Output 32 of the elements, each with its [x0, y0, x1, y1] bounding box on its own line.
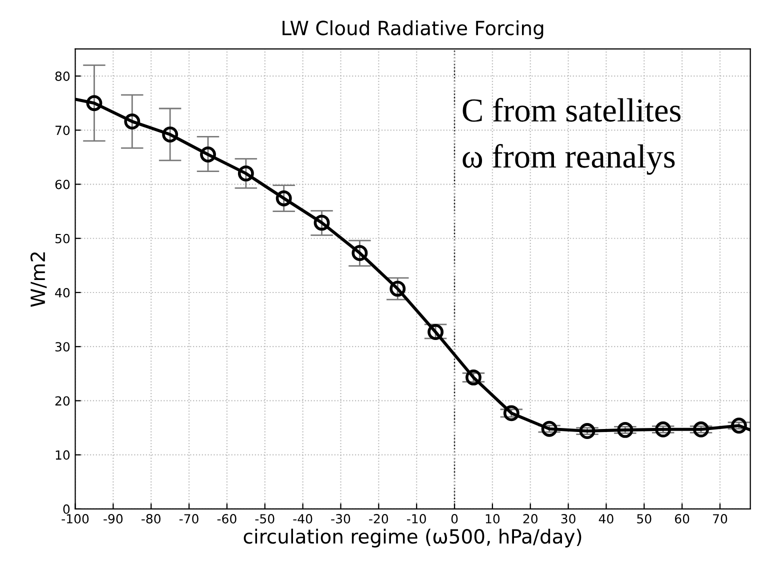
x-tick-label: -70: [179, 514, 198, 524]
x-tick-label: 10: [486, 514, 500, 524]
x-tick-label: 40: [598, 514, 614, 524]
y-tick-label: 60: [55, 180, 70, 190]
y-tick-label: 0: [63, 504, 70, 514]
x-tick-label: -40: [293, 514, 312, 524]
x-tick-label: -100: [62, 514, 89, 524]
x-tick-label: 20: [523, 514, 538, 524]
x-tick-label: 30: [561, 514, 576, 524]
x-axis-title: circulation regime (ω500, hPa/day): [244, 528, 582, 548]
y-tick-label: 70: [56, 126, 70, 136]
x-tick-label: -30: [331, 514, 350, 524]
y-tick-label: 50: [55, 234, 70, 244]
x-tick-label: 50: [637, 514, 652, 524]
y-tick-label: 30: [55, 342, 70, 352]
y-tick-label: 20: [55, 396, 70, 406]
x-tick-label: -60: [217, 514, 236, 524]
annotation: ω from reanalys: [462, 144, 675, 175]
x-tick-label: -10: [406, 514, 426, 524]
x-tick-label: -90: [104, 514, 123, 524]
y-axis-title: W/m2: [30, 252, 47, 307]
y-tick-label: 80: [55, 72, 70, 81]
x-tick-label: 0: [451, 514, 458, 524]
chart-title: LW Cloud Radiative Forcing: [282, 20, 544, 40]
x-tick-label: 70: [713, 514, 728, 524]
x-tick-label: -80: [142, 514, 160, 524]
x-tick-label: 60: [674, 514, 690, 524]
y-tick-label: 10: [56, 450, 70, 460]
annotation: C from satellites: [462, 98, 681, 122]
y-tick-label: 40: [55, 288, 70, 298]
x-tick-label: -50: [255, 514, 274, 524]
x-tick-label: -20: [369, 514, 388, 524]
